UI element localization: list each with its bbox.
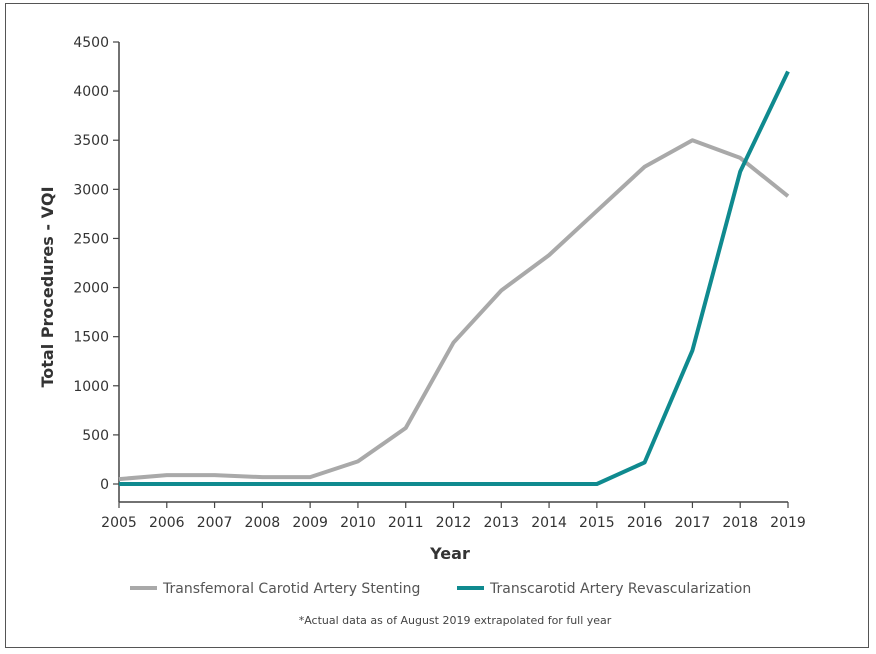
x-tick-label: 2019: [770, 515, 806, 531]
x-tick-label: 2013: [483, 515, 519, 531]
y-tick-label: 3000: [73, 182, 109, 198]
chart-frame: [5, 3, 869, 648]
x-ticks: 2005 2006 2007 2008 2009 2010 2011 2012 2013 2014…: [101, 502, 806, 531]
legend: Transfemoral Carotid Artery Stenting Tra…: [130, 581, 751, 597]
x-tick-label: 2017: [675, 515, 711, 531]
x-axis-title: Year: [429, 544, 470, 563]
series-line-transfemoral: [118, 138, 790, 482]
y-tick-label: 1500: [73, 330, 109, 346]
y-tick-label: 2000: [73, 281, 109, 297]
x-tick-label: 2010: [340, 515, 376, 531]
x-tick-label: 2015: [579, 515, 615, 531]
x-tick-label: 2016: [627, 515, 663, 531]
x-tick-label: 2018: [722, 515, 758, 531]
x-tick-label: 2014: [531, 515, 567, 531]
y-tick-label: 0: [100, 477, 109, 493]
series: [118, 70, 790, 486]
y-tick-label: 4500: [73, 35, 109, 51]
x-tick-label: 2009: [292, 515, 328, 531]
x-tick-label: 2011: [388, 515, 424, 531]
y-axis-title: Total Procedures - VQI: [38, 186, 57, 387]
y-tick-label: 4000: [73, 84, 109, 100]
legend-label-transcarotid: Transcarotid Artery Revascularization: [489, 581, 751, 597]
x-tick-label: 2012: [436, 515, 472, 531]
x-tick-label: 2005: [101, 515, 137, 531]
axes: [118, 42, 788, 503]
footnote: *Actual data as of August 2019 extrapola…: [299, 614, 612, 627]
y-tick-label: 1000: [73, 379, 109, 395]
y-tick-label: 2500: [73, 231, 109, 247]
x-tick-label: 2007: [197, 515, 233, 531]
series-line-transcarotid: [119, 70, 790, 486]
x-tick-label: 2008: [245, 515, 281, 531]
y-ticks: 0 500 1000 1500 2000 2500 3000 3500 4000 4500: [73, 35, 119, 493]
y-tick-label: 500: [82, 428, 109, 444]
y-tick-label: 3500: [73, 133, 109, 149]
x-tick-label: 2006: [149, 515, 185, 531]
legend-label-transfemoral: Transfemoral Carotid Artery Stenting: [162, 581, 420, 597]
